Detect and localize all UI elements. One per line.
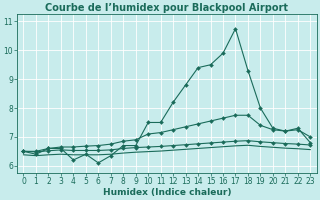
Title: Courbe de l’humidex pour Blackpool Airport: Courbe de l’humidex pour Blackpool Airpo…	[45, 3, 288, 13]
X-axis label: Humidex (Indice chaleur): Humidex (Indice chaleur)	[103, 188, 231, 197]
